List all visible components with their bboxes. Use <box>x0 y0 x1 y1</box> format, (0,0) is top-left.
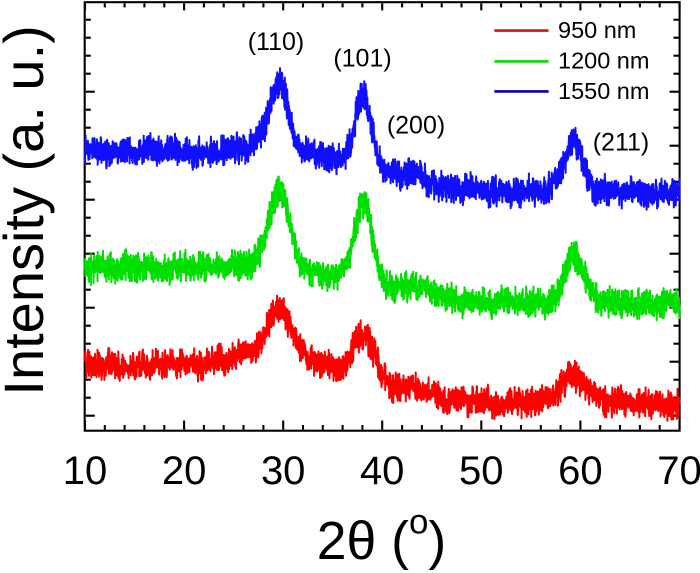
svg-text:(110): (110) <box>248 28 305 56</box>
svg-text:50: 50 <box>459 449 504 493</box>
svg-text:(200): (200) <box>387 111 445 139</box>
svg-text:20: 20 <box>162 449 207 493</box>
svg-text:(101): (101) <box>333 45 391 73</box>
svg-text:1200 nm: 1200 nm <box>558 48 649 74</box>
svg-text:(211): (211) <box>593 128 650 156</box>
svg-text:30: 30 <box>261 449 306 493</box>
svg-text:Intensity (a. u.): Intensity (a. u.) <box>0 25 55 395</box>
svg-text:950 nm: 950 nm <box>558 17 636 43</box>
svg-text:10: 10 <box>63 449 108 493</box>
svg-text:40: 40 <box>360 449 405 493</box>
svg-text:1550 nm: 1550 nm <box>558 78 649 104</box>
svg-text:70: 70 <box>657 449 700 493</box>
svg-text:60: 60 <box>558 449 603 493</box>
